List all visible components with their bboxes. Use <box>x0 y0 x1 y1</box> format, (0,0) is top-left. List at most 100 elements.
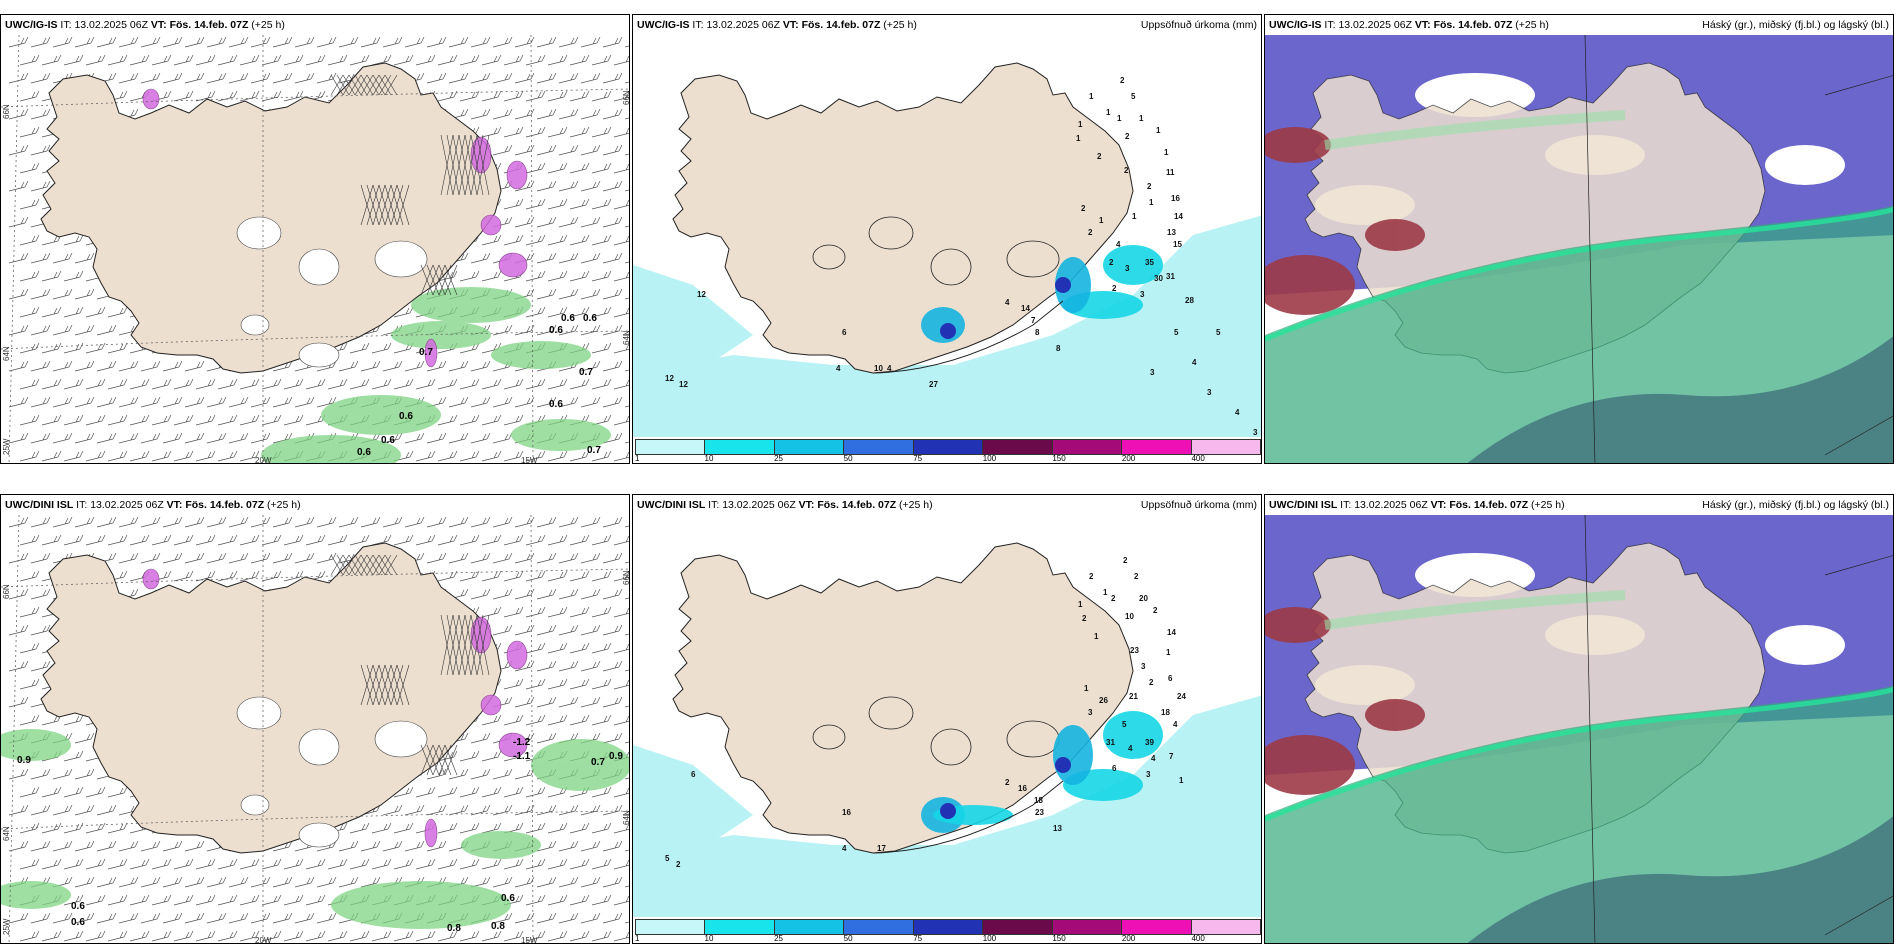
lat-label: 64N <box>622 330 630 345</box>
precip-value: 2 <box>1134 572 1139 581</box>
colorbar-tick-label: 75 <box>913 934 923 943</box>
colorbar-swatch <box>913 920 984 934</box>
precip-value: 6 <box>691 770 696 779</box>
it-value: 13.02.2025 06Z <box>706 19 780 31</box>
wind-map: 66N 64N 66N 64N 25W 20W 15W 0.9 0.6 -1.1 -1.2 0.7 0.… <box>1 515 630 944</box>
field-value: 0.6 <box>549 399 563 410</box>
lead-time: (+25 h) <box>1515 19 1549 31</box>
colorbar-tick-label: 1 <box>635 454 640 463</box>
field-value: 0.6 <box>583 313 597 324</box>
precip-value: 1 <box>1106 108 1111 117</box>
colorbar-swatch <box>1122 920 1192 934</box>
colorbar-tick-label: 200 <box>1121 454 1136 463</box>
precip-value: 1 <box>1156 126 1161 135</box>
lat-label: 66N <box>2 104 11 119</box>
precip-value: 12 <box>679 380 688 389</box>
precip-value: 16 <box>1171 194 1180 203</box>
precip-value: 1 <box>1099 216 1104 225</box>
precip-value: 30 <box>1154 274 1163 283</box>
colorbar-swatch <box>913 440 984 454</box>
precip-value: 4 <box>1173 720 1178 729</box>
cloud-map <box>1265 35 1893 463</box>
panel-dini-precip: UWC/DINI ISL IT: 13.02.2025 06Z VT: Fös.… <box>632 494 1262 944</box>
colorbar-tick-label: 75 <box>913 454 923 463</box>
precip-value: 16 <box>1018 784 1027 793</box>
colorbar-tick-label: 50 <box>843 934 853 943</box>
field-value: 0.6 <box>561 313 575 324</box>
precip-value: 20 <box>1139 594 1148 603</box>
precip-value: 13 <box>1167 228 1176 237</box>
model-name: UWC/IG-IS <box>5 19 58 31</box>
lat-label: 64N <box>622 810 630 825</box>
it-label: IT: <box>76 499 88 511</box>
precip-value: 14 <box>1174 212 1183 221</box>
lon-label: 20W <box>255 936 272 944</box>
precip-colorbar: 1 10 25 50 75 100 150 200 400 <box>633 437 1261 463</box>
field-value: 0.9 <box>609 751 623 762</box>
colorbar-swatches <box>635 439 1261 455</box>
panel-header: UWC/DINI ISL IT: 13.02.2025 06Z VT: Fös.… <box>1265 495 1893 515</box>
precip-value: 21 <box>1129 692 1138 701</box>
colorbar-tick-label: 10 <box>704 454 714 463</box>
lon-label: 25W <box>2 918 11 935</box>
vt-value: Fös. 14.feb. 07Z <box>1433 19 1513 31</box>
precip-colorbar: 1 10 25 50 75 100 150 200 400 <box>633 917 1261 943</box>
colorbar-tick-label: 50 <box>843 454 853 463</box>
precip-value: 1 <box>1076 134 1081 143</box>
it-label: IT: <box>708 499 720 511</box>
precip-value: 3 <box>1088 708 1093 717</box>
precip-value: 4 <box>836 364 841 373</box>
precip-value: 5 <box>1122 720 1127 729</box>
it-label: IT: <box>60 19 72 31</box>
field-value: 0.7 <box>587 445 601 456</box>
precip-value: 16 <box>842 808 851 817</box>
precip-value: 2 <box>1097 152 1102 161</box>
precip-value: 14 <box>1021 304 1030 313</box>
precip-value: 5 <box>1131 92 1136 101</box>
field-value: 0.6 <box>71 917 85 928</box>
vt-label: VT: <box>1430 499 1447 511</box>
field-value: 0.6 <box>71 901 85 912</box>
panel-ig-clouds: UWC/IG-IS IT: 13.02.2025 06Z VT: Fös. 14… <box>1264 14 1894 464</box>
lat-label: 66N <box>622 570 630 585</box>
panel-header: UWC/IG-IS IT: 13.02.2025 06Z VT: Fös. 14… <box>633 15 1261 35</box>
lat-label: 66N <box>622 90 630 105</box>
colorbar-swatch <box>983 920 1053 934</box>
precip-value: 1 <box>1103 588 1108 597</box>
it-label: IT: <box>1340 499 1352 511</box>
precip-value: 3 <box>1125 264 1130 273</box>
precip-value: 3 <box>1150 368 1155 377</box>
colorbar-tick-label: 200 <box>1121 934 1136 943</box>
precip-value: 23 <box>1130 646 1139 655</box>
precip-value: 12 <box>665 374 674 383</box>
colorbar-tick-label: 25 <box>774 454 784 463</box>
precip-value: 12 <box>697 290 706 299</box>
model-name: UWC/DINI ISL <box>1269 499 1338 511</box>
precip-value: 4 <box>1151 754 1156 763</box>
precip-value: 4 <box>1116 240 1121 249</box>
panel-ig-precip: UWC/IG-IS IT: 13.02.2025 06Z VT: Fös. 14… <box>632 14 1262 464</box>
precip-value: 5 <box>1216 328 1221 337</box>
field-value: 0.6 <box>357 447 371 458</box>
precip-value: 1 <box>1084 684 1089 693</box>
panel-subtitle: Háský (gr.), miðský (fj.bl.) og lágský (… <box>1702 19 1889 31</box>
colorbar-swatch <box>636 920 706 934</box>
precip-value: 2 <box>1112 284 1117 293</box>
panel-header: UWC/DINI ISL IT: 13.02.2025 06Z VT: Fös.… <box>633 495 1261 515</box>
precip-value: 10 <box>874 364 883 373</box>
colorbar-swatch <box>774 440 845 454</box>
it-label: IT: <box>692 19 704 31</box>
precip-value: 2 <box>1149 678 1154 687</box>
colorbar-swatch <box>1052 920 1123 934</box>
precip-value: 2 <box>676 860 681 869</box>
field-value: 0.8 <box>491 921 505 932</box>
model-name: UWC/IG-IS <box>1269 19 1322 31</box>
precip-value: 1 <box>1149 198 1154 207</box>
precip-value: 6 <box>1112 764 1117 773</box>
panel-ig-wind: UWC/IG-IS IT: 13.02.2025 06Z VT: Fös. 14… <box>0 14 630 464</box>
colorbar-swatch <box>844 920 914 934</box>
precip-value: 4 <box>842 844 847 853</box>
precip-value: 7 <box>1169 752 1174 761</box>
